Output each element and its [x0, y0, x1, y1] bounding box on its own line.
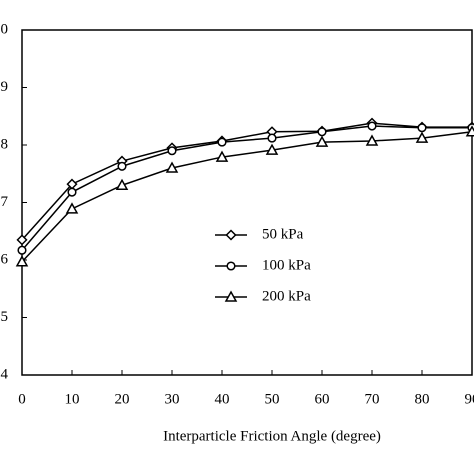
marker	[317, 127, 327, 137]
marker	[417, 123, 427, 133]
marker	[15, 255, 29, 267]
legend-label: 200 kPa	[262, 288, 311, 304]
y-tick-label: 0.8	[0, 136, 8, 152]
marker	[115, 178, 129, 190]
x-tick-label: 70	[365, 391, 380, 407]
marker	[367, 121, 377, 131]
marker	[215, 150, 229, 162]
y-tick-label: 1.0	[0, 21, 8, 37]
legend-label: 50 kPa	[262, 226, 304, 242]
y-tick-label: 0.6	[0, 251, 9, 267]
marker	[165, 161, 179, 173]
marker	[265, 143, 279, 155]
series-line	[21, 125, 472, 251]
marker	[65, 202, 79, 214]
x-tick-label: 50	[265, 391, 280, 407]
marker	[217, 137, 227, 147]
legend-marker	[224, 290, 238, 302]
x-tick-label: 40	[215, 391, 230, 407]
marker	[167, 146, 177, 156]
marker	[117, 161, 127, 171]
series-line	[21, 122, 472, 241]
plot-frame	[21, 29, 473, 376]
x-tick-label: 20	[115, 391, 130, 407]
x-tick-label: 80	[415, 391, 430, 407]
marker	[16, 234, 28, 246]
legend-marker	[225, 229, 237, 241]
x-tick-label: 0	[18, 391, 26, 407]
y-tick-label: 0.7	[0, 194, 9, 210]
x-tick-label: 90	[465, 391, 474, 407]
marker	[267, 133, 277, 143]
marker	[315, 135, 329, 147]
y-tick-label: 0.9	[0, 79, 8, 95]
marker	[17, 245, 27, 255]
marker	[365, 134, 379, 146]
y-tick-label: 0.4	[0, 366, 9, 382]
series-line	[21, 131, 473, 263]
marker	[465, 125, 474, 137]
legend-marker	[226, 261, 236, 271]
x-tick-label: 10	[65, 391, 80, 407]
y-tick-label: 0.5	[0, 309, 8, 325]
x-tick-label: 60	[315, 391, 330, 407]
x-tick-label: 30	[165, 391, 180, 407]
legend-label: 100 kPa	[262, 257, 311, 273]
marker	[415, 131, 429, 143]
marker	[67, 187, 77, 197]
x-axis-label: Interparticle Friction Angle (degree)	[163, 428, 381, 444]
